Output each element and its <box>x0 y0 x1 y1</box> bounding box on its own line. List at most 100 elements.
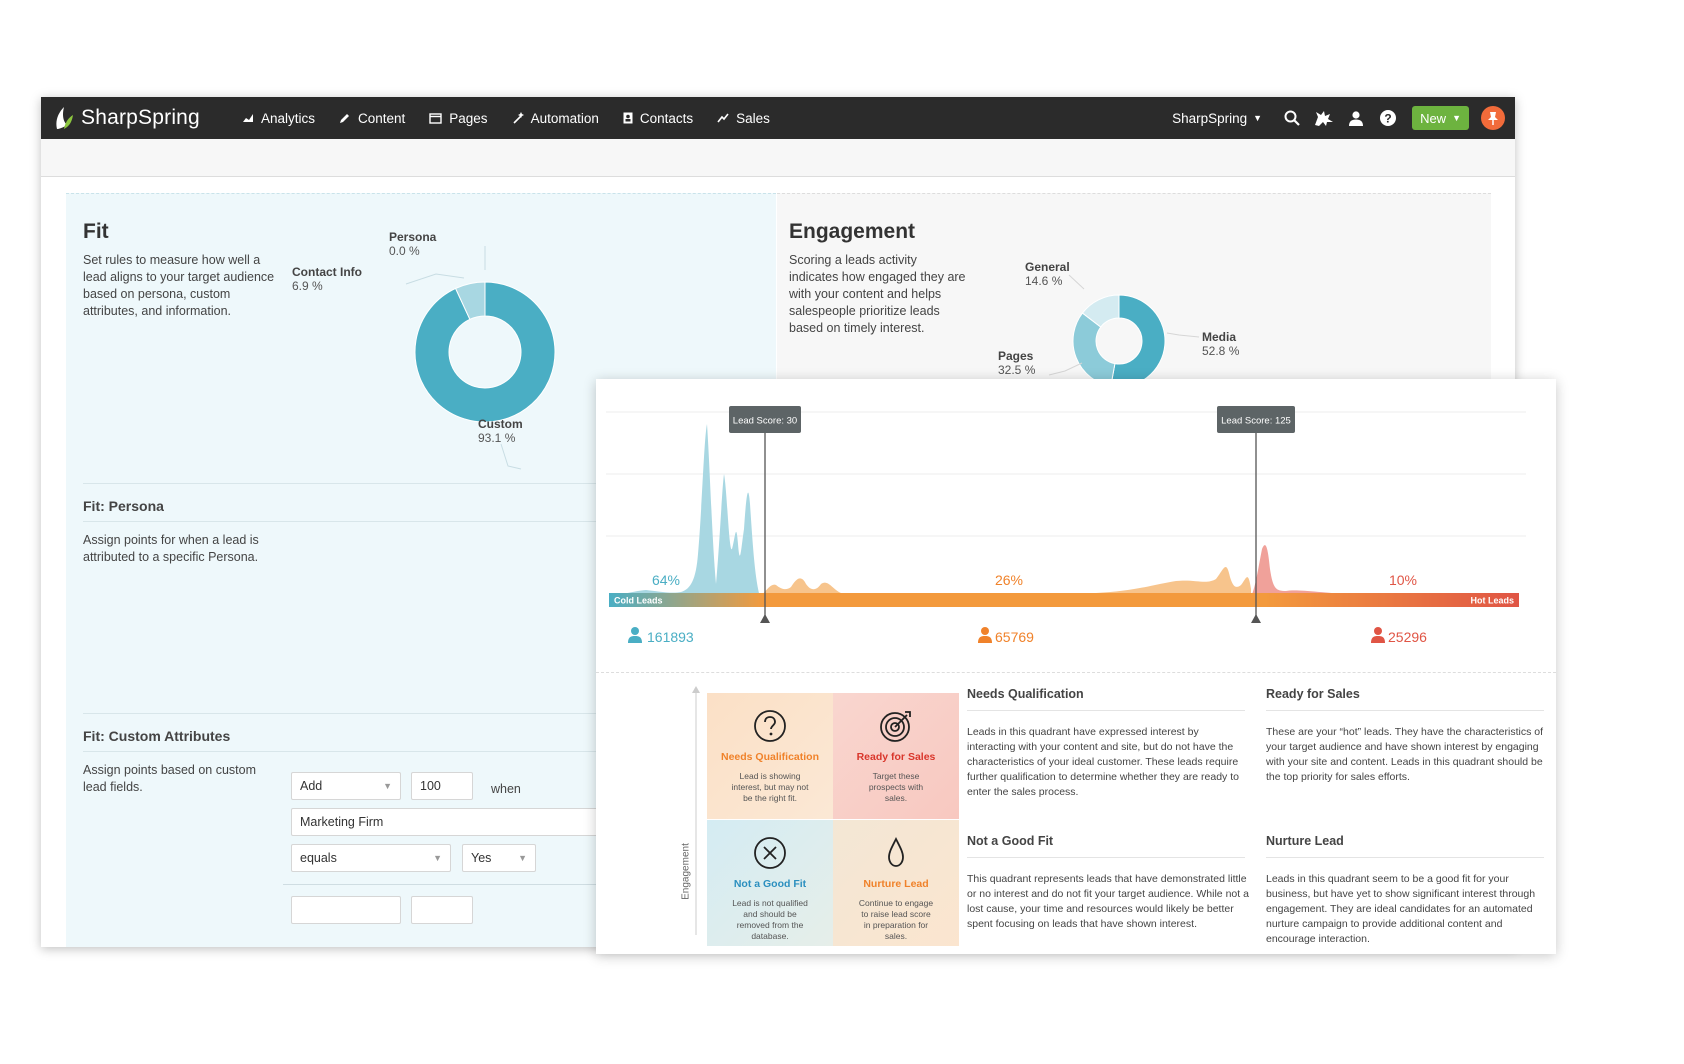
new-button[interactable]: New ▼ <box>1412 106 1469 130</box>
contact-info-value: 6.9 % <box>292 279 323 293</box>
quadrant-ready-for-sales[interactable]: Ready for Sales Target these prospects w… <box>833 693 959 819</box>
pages-value: 32.5 % <box>998 363 1036 377</box>
nav-contacts[interactable]: Contacts <box>623 111 693 126</box>
points-input[interactable]: 100 <box>411 772 473 800</box>
droplet-icon <box>888 836 904 867</box>
lead-score-marker-125[interactable]: Lead Score: 125 <box>1217 406 1295 623</box>
divider <box>967 857 1245 858</box>
value-select[interactable]: Yes ▼ <box>462 844 536 872</box>
general-leader-line <box>1068 274 1085 290</box>
divider <box>83 713 603 714</box>
value-value: Yes <box>471 851 492 865</box>
cold-leads-label: Cold Leads <box>614 596 663 606</box>
media-leader-line <box>1166 332 1200 338</box>
general-name: General <box>1025 260 1070 274</box>
pages-leader-line <box>1048 362 1083 376</box>
quadrant-title: Needs Qualification <box>720 751 820 763</box>
action-value: Add <box>300 779 323 793</box>
sub-toolbar <box>41 139 1515 177</box>
pin-icon <box>1488 112 1498 125</box>
operator-select[interactable]: equals ▼ <box>291 844 451 872</box>
operator-value: equals <box>300 851 337 865</box>
warm-percent: 26% <box>995 572 1023 588</box>
toolbar-right: SharpSpring ▼ ? New ▼ <box>1172 106 1515 130</box>
not-a-good-fit-title: Not a Good Fit <box>967 834 1054 848</box>
user-icon <box>628 627 642 643</box>
logo-text: SharpSpring <box>81 106 200 129</box>
top-navigation-bar: SharpSpring Analytics Content Pages Auto… <box>41 97 1515 139</box>
lead-distribution-chart: Cold Leads Hot Leads Lead Score: 30 Lead… <box>606 406 1526 645</box>
nurture-lead-title: Nurture Lead <box>1266 834 1344 848</box>
quadrant-description: Lead is not qualified and should be remo… <box>732 898 808 941</box>
persona-label: Persona 0.0 % <box>389 230 436 258</box>
donut-slice-pages[interactable] <box>1072 312 1116 387</box>
ready-for-sales-title: Ready for Sales <box>1266 687 1360 701</box>
user-icon[interactable] <box>1345 107 1367 129</box>
points-input-next[interactable] <box>411 896 473 924</box>
chevron-down-icon: ▼ <box>518 853 527 863</box>
nav-content[interactable]: Content <box>339 111 405 126</box>
nav-label: Analytics <box>260 110 315 126</box>
account-dropdown[interactable]: SharpSpring ▼ <box>1172 111 1262 126</box>
logo[interactable]: SharpSpring <box>53 105 200 131</box>
donut-slice-general[interactable] <box>1081 294 1120 328</box>
engagement-title: Engagement <box>789 220 916 243</box>
lead-distribution-card: Cold Leads Hot Leads Lead Score: 30 Lead… <box>596 379 1556 954</box>
nurture-lead-text: Leads in this quadrant seem to be a good… <box>1266 873 1536 945</box>
needs-qualification-title: Needs Qualification <box>967 687 1084 701</box>
trend-icon <box>717 113 729 123</box>
donut-slice-custom[interactable] <box>414 281 556 423</box>
user-icon <box>1371 627 1385 643</box>
chevron-down-icon: ▼ <box>433 853 442 863</box>
pages-name: Pages <box>998 349 1034 363</box>
custom-leader-line <box>500 443 522 470</box>
media-value: 52.8 % <box>1202 344 1240 358</box>
nav-sales[interactable]: Sales <box>717 111 770 126</box>
fit-title: Fit <box>83 220 109 243</box>
divider <box>1266 857 1544 858</box>
fit-custom-attributes-title: Fit: Custom Attributes <box>83 728 231 744</box>
quadrant-description: Lead is showing interest, but may not be… <box>731 771 809 803</box>
fit-donut-chart <box>405 246 556 470</box>
nav-label: Pages <box>449 110 488 126</box>
pin-button[interactable] <box>1481 106 1505 130</box>
help-icon[interactable]: ? <box>1377 107 1399 129</box>
griffin-icon[interactable] <box>1313 107 1335 129</box>
lead-quadrant-grid: Needs Qualification Lead is showing inte… <box>707 693 959 946</box>
persona-value: 0.0 % <box>389 244 420 258</box>
x-circle-icon <box>754 837 786 869</box>
engagement-donut-slices <box>1072 294 1166 388</box>
quadrant-title: Ready for Sales <box>856 751 936 763</box>
contact-info-label: Contact Info 6.9 % <box>292 265 362 293</box>
general-label: General 14.6 % <box>1025 260 1070 288</box>
donut-slice-contact-info[interactable] <box>454 281 486 320</box>
chevron-down-icon: ▼ <box>383 781 392 791</box>
engagement-donut-chart <box>1048 274 1200 388</box>
marker-label: Lead Score: 30 <box>733 416 797 427</box>
quadrant-nurture-lead[interactable]: Nurture Lead Continue to engage to raise… <box>833 820 959 946</box>
custom-value: 93.1 % <box>478 431 516 445</box>
nav-automation[interactable]: Automation <box>512 111 599 126</box>
divider <box>83 483 603 484</box>
nav-label: Automation <box>530 110 599 126</box>
engagement-axis <box>692 686 700 935</box>
quadrant-needs-qualification[interactable]: Needs Qualification Lead is showing inte… <box>707 693 833 819</box>
lead-score-marker-30[interactable]: Lead Score: 30 <box>729 406 801 623</box>
divider <box>1266 710 1544 711</box>
field-input[interactable]: Marketing Firm <box>291 808 611 836</box>
cold-count-value: 161893 <box>647 629 694 645</box>
action-select[interactable]: Add ▼ <box>291 772 401 800</box>
quadrant-not-a-good-fit[interactable]: Not a Good Fit Lead is not qualified and… <box>707 820 833 946</box>
lead-score-bar <box>609 593 1519 607</box>
nav-pages[interactable]: Pages <box>429 110 488 126</box>
engagement-description: Scoring a leads activity indicates how e… <box>789 253 966 335</box>
search-icon[interactable] <box>1281 107 1303 129</box>
cold-count: 161893 <box>628 627 694 645</box>
user-icon <box>978 627 992 643</box>
action-select-next[interactable] <box>291 896 401 924</box>
ready-for-sales-text: These are your “hot” leads. They have th… <box>1266 726 1544 783</box>
nav-analytics[interactable]: Analytics <box>242 111 315 126</box>
warm-count-value: 65769 <box>995 629 1034 645</box>
quadrant-description: Target these prospects with sales. <box>868 771 924 803</box>
quadrant-description: Continue to engage to raise lead score i… <box>858 898 934 941</box>
